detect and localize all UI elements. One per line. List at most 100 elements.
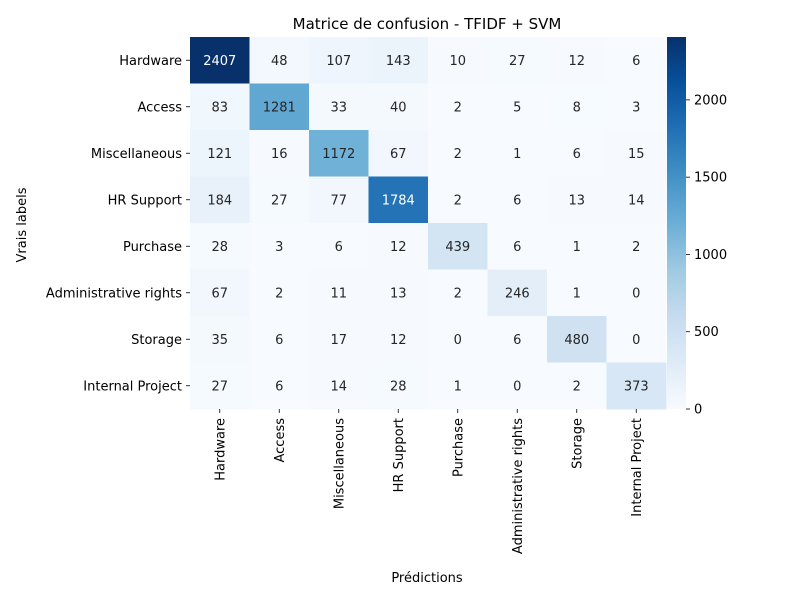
heatmap-cell [606,223,667,270]
cell-value-label: 27 [509,54,526,69]
chart-title: Matrice de confusion - TFIDF + SVM [293,15,562,33]
cell-value-label: 2 [454,147,462,162]
y-tick-label: Access [137,100,182,115]
cell-value-label: 5 [513,100,521,115]
heatmap-cell [428,83,488,131]
cell-value-label: 107 [326,54,351,69]
heatmap-cell [249,362,310,410]
cell-value-label: 143 [386,54,411,69]
cell-value-label: 12 [390,333,407,348]
heatmap-cell [487,362,548,410]
cell-value-label: 6 [573,147,581,162]
heatmap-cell [428,362,488,410]
x-tick-label: Access [273,418,288,463]
cell-value-label: 3 [275,240,283,255]
heatmap-cell [606,176,667,224]
y-tick-label: Purchase [123,240,182,255]
y-tick-label: Hardware [119,54,182,69]
heatmap-cell [249,37,310,84]
heatmap-cell [487,37,548,84]
y-axis-label: Vrais labels [15,187,30,262]
cell-value-label: 35 [211,333,228,348]
cell-value-label: 6 [632,54,640,69]
x-axis-label: Prédictions [391,571,463,586]
cell-value-label: 67 [390,147,407,162]
heatmap-cell [487,83,548,131]
cell-value-label: 67 [211,286,228,301]
cell-value-label: 3 [632,100,640,115]
heatmap-cell [249,130,310,177]
heatmap-cell [428,130,488,177]
heatmap-cell [547,269,607,317]
y-tick-label: HR Support [108,193,182,208]
cell-value-label: 15 [628,147,645,162]
cell-value-label: 11 [330,286,347,301]
cell-value-label: 0 [632,333,640,348]
cell-value-label: 1281 [263,100,296,115]
heatmap-cell [547,223,607,270]
heatmap-cell [309,176,369,224]
cell-value-label: 1 [454,379,462,394]
heatmap-cell [606,316,667,363]
heatmap-cell [309,269,369,317]
cell-value-label: 17 [330,333,347,348]
heatmap-cell [428,269,488,317]
heatmap-cell [428,37,488,84]
cell-value-label: 14 [330,379,347,394]
cell-value-label: 6 [275,333,283,348]
cell-value-label: 121 [207,147,232,162]
cell-value-label: 77 [330,193,347,208]
heatmap-cell [487,223,548,270]
cell-value-label: 480 [564,333,589,348]
cell-value-label: 2407 [203,54,236,69]
x-tick-label: Hardware [213,418,228,481]
cell-value-label: 6 [275,379,283,394]
cell-value-label: 0 [454,333,462,348]
heatmap-cell [190,130,250,177]
heatmap-cell [190,269,250,317]
y-tick-label: Administrative rights [46,286,182,301]
cell-value-label: 6 [513,240,521,255]
heatmap-cell [249,176,310,224]
heatmap-cell [190,223,250,270]
colorbar-tick-label: 0 [694,403,702,418]
cell-value-label: 6 [335,240,343,255]
heatmap-cell [547,130,607,177]
cell-value-label: 0 [632,286,640,301]
y-tick-label: Miscellaneous [91,147,182,162]
x-tick-label: Storage [570,418,585,469]
heatmap-cell [309,316,369,363]
heatmap-cell [606,362,667,410]
cell-value-label: 2 [454,286,462,301]
heatmap-cell [309,130,369,177]
heatmap-cell [547,176,607,224]
cell-value-label: 48 [271,54,288,69]
heatmap-cell [487,269,548,317]
heatmap-cell [606,37,667,84]
cell-value-label: 0 [513,379,521,394]
x-tick-label: Administrative rights [511,418,526,554]
heatmap-cell [309,37,369,84]
cell-value-label: 246 [505,286,530,301]
heatmap-cell [190,176,250,224]
cell-value-label: 13 [568,193,585,208]
cell-value-label: 12 [568,54,585,69]
colorbar-tick-label: 1000 [694,248,727,263]
heatmap-cell [190,37,250,84]
colorbar-tick-label: 2000 [694,93,727,108]
heatmap-cell [428,176,488,224]
heatmap-cell [428,316,488,363]
cell-value-label: 6 [513,333,521,348]
colorbar: 0 500 1000 1500 2000 [667,37,727,418]
heatmap-cell [368,130,429,177]
heatmap-cell [249,223,310,270]
heatmap-cell [606,83,667,131]
cell-value-label: 2 [275,286,283,301]
y-tick-label: Storage [131,333,182,348]
heatmap-cell [487,176,548,224]
heatmap-cell [249,316,310,363]
cell-value-label: 1172 [322,147,355,162]
heatmap-cell [547,362,607,410]
